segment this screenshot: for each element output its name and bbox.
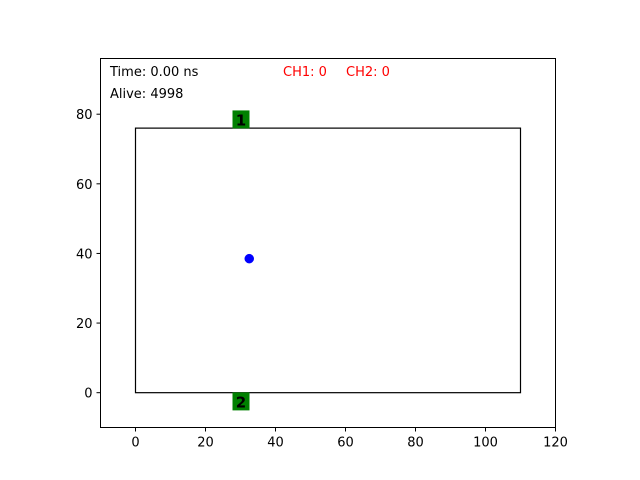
y-tick-label: 40 [76,247,93,262]
plot-layer: 12 [134,110,522,411]
x-tick-label: 100 [473,436,498,451]
y-tick-label: 0 [84,387,92,402]
plot-frame [100,58,556,428]
x-tick-label: 120 [543,436,568,451]
y-tick-label: 20 [76,317,93,332]
alive-annotation: Alive: 4998 [110,87,183,102]
channel-marker-bg [232,392,250,411]
particle-point [244,253,254,264]
y-tick-label: 60 [76,178,93,193]
channel-marker-label: 1 [236,111,246,129]
x-tick-label: 80 [407,436,424,451]
ch1-counter: CH1: 0 [283,65,327,80]
x-tick-label: 40 [267,436,284,451]
channel-marker-label: 2 [236,393,246,411]
ch2-counter: CH2: 0 [346,65,390,80]
x-tick-label: 60 [337,436,354,451]
detector-box [134,127,522,394]
channel-marker-1: 1 [232,110,250,129]
y-tick-label: 80 [76,108,93,123]
tick-layer: 0 20 40 60 80 100 120 0 20 40 60 80 [76,108,568,450]
x-tick-label: 0 [131,436,139,451]
channel-marker-bg [232,110,250,129]
time-annotation: Time: 0.00 ns [109,65,199,80]
x-tick-label: 20 [197,436,214,451]
channel-marker-2: 2 [232,392,250,411]
